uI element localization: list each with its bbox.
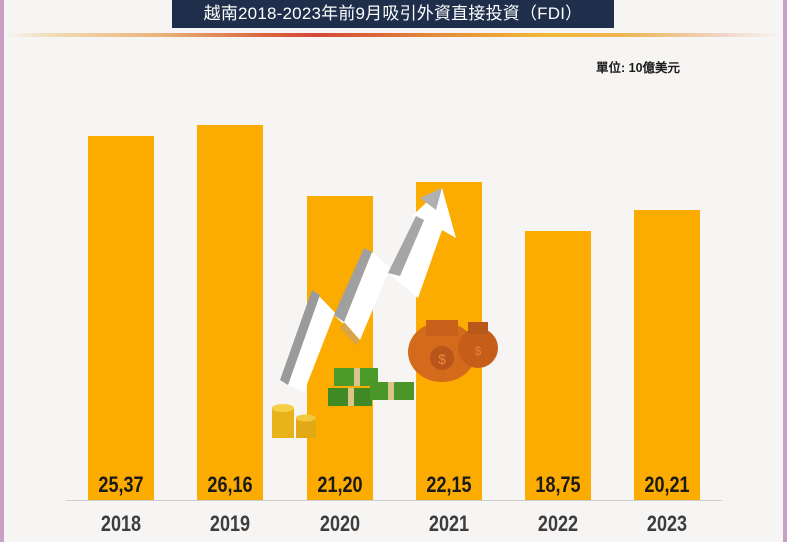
bar-2018 [88, 136, 154, 500]
x-label-2023: 2023 [646, 511, 688, 536]
bar-value-2023: 20,21 [644, 472, 690, 497]
left-frame-border [0, 0, 4, 542]
x-label-2020: 2020 [319, 511, 361, 536]
x-axis-line [66, 500, 722, 501]
x-label-2022: 2022 [537, 511, 579, 536]
bar-2021 [416, 182, 482, 500]
bar-value-2022: 18,75 [535, 472, 581, 497]
x-label-2018: 2018 [100, 511, 142, 536]
chart-title: 越南2018-2023年前9月吸引外資直接投資（FDI） [172, 0, 614, 28]
bar-value-2018: 25,37 [98, 472, 144, 497]
x-label-2019: 2019 [209, 511, 251, 536]
unit-label: 單位: 10億美元 [596, 61, 681, 75]
bar-2019 [197, 125, 263, 500]
right-frame-border [783, 0, 787, 542]
bar-value-2021: 22,15 [426, 472, 472, 497]
bar-2023 [634, 210, 700, 500]
title-gradient-rule [6, 33, 782, 37]
bar-2022 [525, 231, 591, 500]
bar-value-2019: 26,16 [207, 472, 253, 497]
bar-value-2020: 21,20 [317, 472, 363, 497]
bar-2020 [307, 196, 373, 500]
x-label-2021: 2021 [428, 511, 470, 536]
